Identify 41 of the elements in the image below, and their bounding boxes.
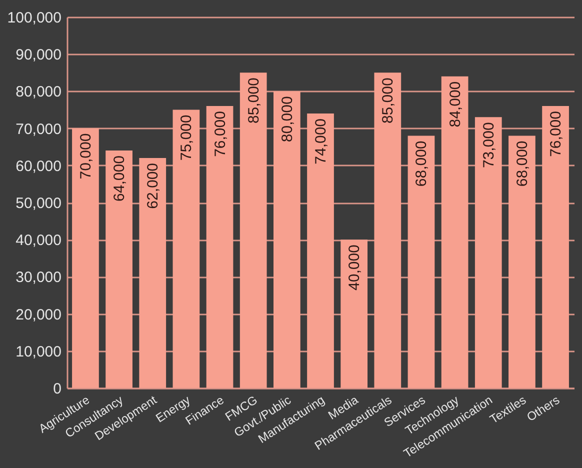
data-label: 68,000	[514, 140, 531, 187]
y-tick-label: 100,000	[7, 10, 62, 26]
bar	[172, 110, 200, 388]
data-label: 73,000	[480, 122, 498, 168]
data-label: 75,000	[178, 114, 196, 161]
data-label: 70,000	[77, 133, 94, 180]
y-tick-label: 20,000	[16, 306, 62, 324]
bar	[273, 91, 300, 388]
y-tick-label: 60,000	[16, 158, 62, 175]
bar	[307, 113, 334, 388]
y-tick-label: 0	[53, 380, 62, 398]
bar	[206, 106, 234, 388]
data-label: 80,000	[278, 96, 296, 142]
data-label: 64,000	[111, 156, 128, 202]
y-tick-label: 40,000	[16, 232, 62, 250]
y-tick-label: 70,000	[16, 120, 62, 138]
data-label: 76,000	[212, 111, 229, 157]
y-tick-label: 80,000	[16, 84, 62, 101]
y-tick-label: 10,000	[16, 343, 62, 360]
bar	[106, 150, 132, 388]
bar	[408, 136, 435, 388]
data-label: 85,000	[380, 78, 397, 124]
bar	[240, 72, 267, 388]
bar	[374, 72, 402, 388]
y-tick-label: 30,000	[16, 269, 62, 286]
data-label: 68,000	[413, 140, 430, 187]
y-tick-label: 90,000	[16, 46, 62, 64]
data-label: 62,000	[144, 162, 162, 209]
data-label: 76,000	[548, 111, 565, 157]
bar	[72, 128, 99, 388]
data-label: 85,000	[245, 78, 262, 124]
bar	[139, 158, 166, 388]
y-tick-label: 50,000	[16, 195, 62, 212]
data-label: 40,000	[346, 244, 364, 290]
data-label: 74,000	[312, 118, 330, 164]
data-label: 84,000	[446, 81, 464, 128]
bar	[474, 117, 502, 388]
bar	[340, 240, 368, 388]
bar	[508, 136, 536, 388]
bar	[542, 106, 569, 388]
bar	[441, 76, 468, 388]
